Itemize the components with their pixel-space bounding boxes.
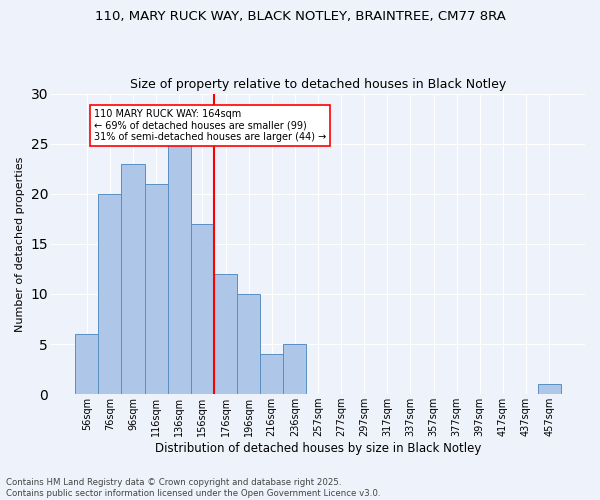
Bar (283, 344, 307, 394)
X-axis label: Distribution of detached houses by size in Black Notley: Distribution of detached houses by size … (155, 442, 481, 455)
Bar (538, 384, 561, 394)
Y-axis label: Number of detached properties: Number of detached properties (15, 156, 25, 332)
Text: 110, MARY RUCK WAY, BLACK NOTLEY, BRAINTREE, CM77 8RA: 110, MARY RUCK WAY, BLACK NOTLEY, BRAINT… (95, 10, 505, 23)
Bar (237, 294, 260, 394)
Text: Contains HM Land Registry data © Crown copyright and database right 2025.
Contai: Contains HM Land Registry data © Crown c… (6, 478, 380, 498)
Title: Size of property relative to detached houses in Black Notley: Size of property relative to detached ho… (130, 78, 506, 91)
Text: 110 MARY RUCK WAY: 164sqm
← 69% of detached houses are smaller (99)
31% of semi-: 110 MARY RUCK WAY: 164sqm ← 69% of detac… (94, 108, 326, 142)
Bar (214, 274, 237, 394)
Bar (191, 224, 214, 394)
Bar (145, 184, 168, 394)
Bar (75, 334, 98, 394)
Bar (121, 164, 145, 394)
Bar (168, 144, 191, 394)
Bar (98, 194, 121, 394)
Bar (260, 354, 283, 394)
